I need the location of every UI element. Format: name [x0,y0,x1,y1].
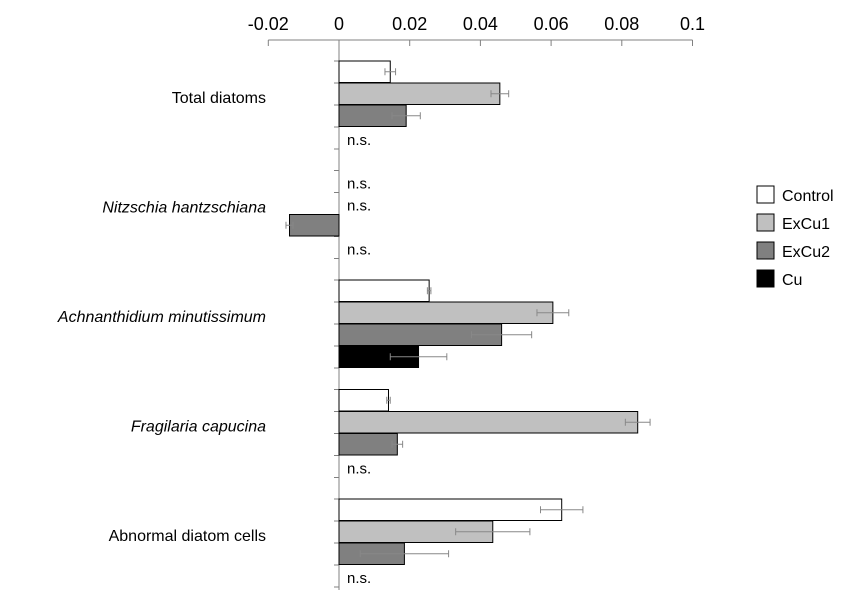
bar-series: n.s. n.s. n.s. n.s. n.s. n.s. [289,60,639,587]
not-significant-label: n.s. [347,176,371,193]
bar-control [338,60,391,83]
bar-control [338,389,389,412]
bar-excu2 [338,433,398,456]
not-significant-label: n.s. [347,132,371,149]
category-label: Total diatoms [172,90,266,107]
bar-excu1 [338,82,501,105]
bar-control [338,498,563,521]
error-bars [285,68,651,558]
category-label: Achnanthidium minutissimum [57,309,266,326]
category-label: Nitzschia hantzschiana [102,200,266,217]
bar-excu1 [338,411,639,434]
not-significant-label: n.s. [347,461,371,478]
bar-excu1 [338,301,554,324]
x-tick-label: 0.06 [534,14,569,34]
x-tick-label: 0.1 [680,14,705,34]
x-tick-label: -0.02 [248,14,289,34]
legend-label-control: Control [782,188,834,205]
category-label: Abnormal diatom cells [109,528,266,545]
category-label: Fragilaria capucina [131,419,266,436]
legend-swatch-excu2 [756,241,775,260]
y-axis [334,40,340,590]
x-tick-label: 0 [334,14,344,34]
legend-swatch-excu1 [756,213,775,232]
x-tick-label: 0.08 [604,14,639,34]
x-tick-label: 0.02 [392,14,427,34]
category-labels: Total diatoms Nitzschia hantzschiana Achna… [57,90,266,545]
legend-swatch-cu [756,269,775,288]
bar-control [338,279,430,302]
legend-label-excu2: ExCu2 [782,244,830,261]
not-significant-label: n.s. [347,198,371,215]
legend-label-excu1: ExCu1 [782,216,830,233]
not-significant-label: n.s. [347,570,371,587]
legend: Control ExCu1 ExCu2 Cu [756,185,834,289]
legend-label-cu: Cu [782,272,802,289]
not-significant-label: n.s. [347,242,371,259]
x-tick-label: 0.04 [463,14,498,34]
x-axis: -0.02 0 0.02 0.04 0.06 0.08 0.1 [248,14,705,46]
legend-swatch-control [756,185,775,204]
bar-excu2 [289,214,340,237]
